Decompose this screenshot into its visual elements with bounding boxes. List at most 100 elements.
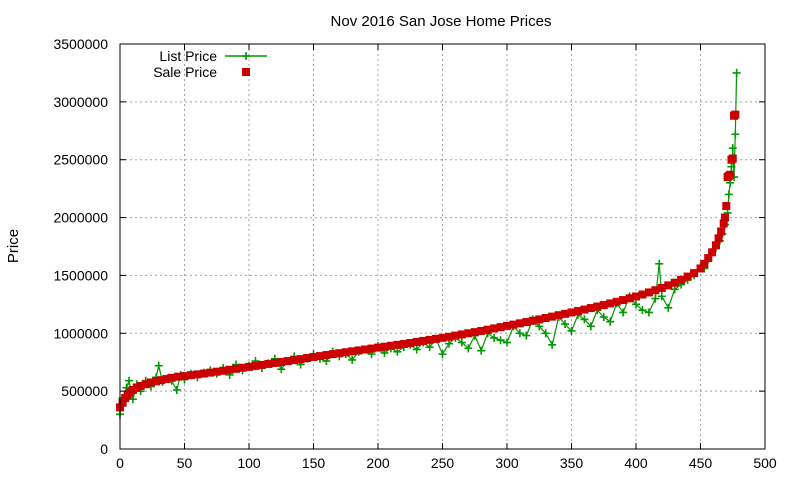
sale-price-point: [509, 320, 518, 329]
list-price-point: [128, 395, 137, 404]
sale-price-point: [657, 283, 666, 292]
sale-price-point: [354, 346, 363, 355]
sale-price-point: [644, 288, 653, 297]
sale-price-point: [264, 359, 273, 368]
plot-area: [116, 68, 741, 419]
sale-price-point: [496, 323, 505, 332]
list-price-point: [727, 162, 736, 171]
legend-marker-sale-price: [242, 68, 250, 76]
y-tick-label: 1500000: [53, 267, 108, 283]
sale-price-point: [341, 348, 350, 357]
sale-price-point: [717, 227, 726, 236]
sale-price-point: [700, 259, 709, 268]
axes: 0 50 100 150 200 250 300 350 400 450 500 0 500000 100…: [53, 36, 776, 471]
sale-price-point: [670, 278, 679, 287]
sale-price-point: [606, 299, 615, 308]
list-price-point: [348, 355, 357, 364]
sale-price-point: [367, 344, 376, 353]
y-axis-title: Price: [5, 229, 22, 263]
legend-label-list-price: List Price: [159, 48, 217, 64]
list-price-point: [732, 68, 741, 77]
sale-price-point: [535, 315, 544, 324]
sale-price-point: [251, 361, 260, 370]
list-price-point: [561, 320, 570, 329]
sale-price-point: [425, 335, 434, 344]
list-price-point: [664, 303, 673, 312]
sale-price-point: [451, 331, 460, 340]
x-tick-label: 50: [177, 455, 193, 471]
sale-price-point: [704, 254, 713, 263]
list-price-point: [277, 365, 286, 374]
sale-price-point: [283, 357, 292, 366]
list-price-point: [503, 338, 511, 347]
sale-price-point: [664, 281, 673, 290]
sale-price-point: [328, 350, 337, 359]
sale-price-point: [683, 272, 692, 281]
list-price-point: [535, 322, 544, 331]
series-list-price: [116, 68, 741, 419]
sale-price-point: [180, 372, 189, 381]
sale-price-point: [708, 248, 717, 257]
sale-price-point: [193, 370, 202, 379]
sale-price-point: [690, 269, 699, 278]
sale-price-point: [567, 308, 576, 317]
sale-price-point: [157, 376, 166, 385]
sale-price-point: [219, 366, 228, 375]
legend: List Price Sale Price: [153, 48, 267, 80]
list-price-point: [496, 336, 505, 345]
sale-price-point: [162, 374, 171, 383]
x-tick-label: 200: [366, 455, 390, 471]
sale-price-point: [335, 349, 344, 358]
legend-swatch-sale-price: [242, 68, 250, 76]
sale-price-point: [212, 367, 221, 376]
x-tick-label: 300: [495, 455, 519, 471]
list-price-point: [125, 376, 134, 385]
x-tick-label: 500: [753, 455, 777, 471]
sale-price-point: [277, 357, 286, 366]
sale-price-point: [296, 355, 305, 364]
y-tick-label: 2500000: [53, 152, 108, 168]
sale-price-point: [515, 319, 524, 328]
sale-price-point: [503, 321, 511, 330]
list-price-point: [655, 259, 664, 268]
series-sale-price: [116, 110, 740, 412]
sale-price-point: [586, 304, 595, 313]
grid: [120, 44, 765, 449]
sale-price-point: [541, 314, 550, 323]
sale-price-point: [225, 365, 234, 374]
sale-price-point: [136, 381, 145, 390]
sale-price-point: [554, 311, 563, 320]
sale-price-point: [619, 296, 628, 305]
sale-price-point: [290, 356, 299, 365]
sale-price-point: [432, 334, 441, 343]
y-tick-label: 1000000: [53, 325, 108, 341]
sale-price-point: [152, 377, 161, 386]
sale-price-point: [412, 337, 421, 346]
sale-price-point: [464, 329, 473, 338]
sale-price-point: [141, 380, 150, 389]
sale-price-point: [380, 342, 389, 351]
list-price-line: [119, 72, 738, 415]
list-price-point: [438, 350, 447, 359]
x-tick-label: 250: [431, 455, 455, 471]
sale-price-point: [146, 378, 155, 387]
sale-price-point: [419, 336, 428, 345]
list-price-point: [425, 343, 434, 352]
list-price-point: [393, 347, 402, 356]
sale-price-point: [245, 362, 253, 371]
list-price-point: [548, 340, 557, 349]
y-tick-label: 500000: [61, 383, 108, 399]
sale-price-point: [348, 347, 357, 356]
sale-price-point: [573, 307, 582, 316]
sale-price-point: [238, 363, 247, 372]
list-price-point: [522, 331, 531, 340]
sale-price-point: [199, 369, 208, 378]
list-price-point: [457, 338, 466, 347]
list-price-point: [586, 322, 595, 331]
list-price-point: [638, 306, 647, 315]
list-price-point: [731, 130, 740, 139]
sale-price-point: [714, 234, 723, 243]
list-price-point: [477, 346, 486, 355]
sale-price-point: [399, 339, 408, 348]
sale-price-point: [522, 318, 531, 327]
